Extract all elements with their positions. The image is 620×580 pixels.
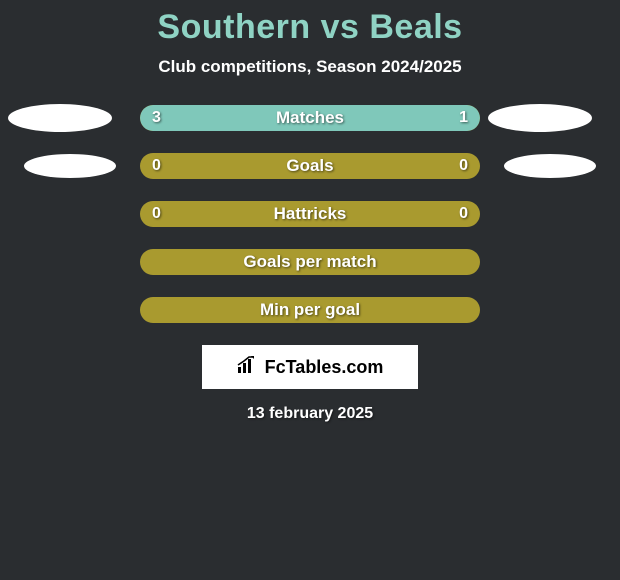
stat-bar-track: Hattricks0 0: [140, 201, 480, 227]
stat-value-right: 0: [459, 205, 468, 223]
stat-bar-track: Goals per match: [140, 249, 480, 275]
stat-label: Goals per match: [140, 252, 480, 272]
player-avatar-placeholder: [24, 154, 116, 178]
player-avatar-placeholder: [488, 104, 592, 132]
stat-rows-area: Matches31Goals00Hattricks00Goals per mat…: [0, 105, 620, 323]
stat-value-left: 0: [152, 205, 161, 223]
stat-label: Matches: [140, 108, 480, 128]
stat-label: Goals: [140, 156, 480, 176]
stat-value-left: 0: [152, 157, 161, 175]
stat-label: Min per goal: [140, 300, 480, 320]
barchart-icon: [237, 356, 259, 379]
stat-row: Goals0 0: [0, 153, 620, 179]
player-avatar-placeholder: [504, 154, 596, 178]
stat-bar-track: Matches3 1: [140, 105, 480, 131]
player-avatar-placeholder: [8, 104, 112, 132]
subtitle: Club competitions, Season 2024/2025: [158, 57, 461, 77]
stat-label: Hattricks: [140, 204, 480, 224]
stat-value-left: 3: [152, 109, 161, 127]
logo-text: FcTables.com: [265, 357, 384, 378]
stat-bar-track: Goals0 0: [140, 153, 480, 179]
comparison-infographic: Southern vs Beals Club competitions, Sea…: [0, 0, 620, 580]
stat-row: Min per goal: [0, 297, 620, 323]
player1-name: Southern: [157, 8, 310, 46]
stat-row: Goals per match: [0, 249, 620, 275]
date-text: 13 february 2025: [247, 405, 373, 423]
logo-panel: FcTables.com: [202, 345, 418, 389]
page-title: Southern vs Beals: [157, 8, 462, 47]
stat-row: Matches3 1: [0, 105, 620, 131]
logo-inner: FcTables.com: [237, 356, 384, 379]
stat-value-right: 0: [459, 157, 468, 175]
vs-text: vs: [321, 8, 360, 46]
stat-bar-track: Min per goal: [140, 297, 480, 323]
stat-row: Hattricks0 0: [0, 201, 620, 227]
stat-value-right: 1: [459, 109, 468, 127]
player2-name: Beals: [369, 8, 462, 46]
